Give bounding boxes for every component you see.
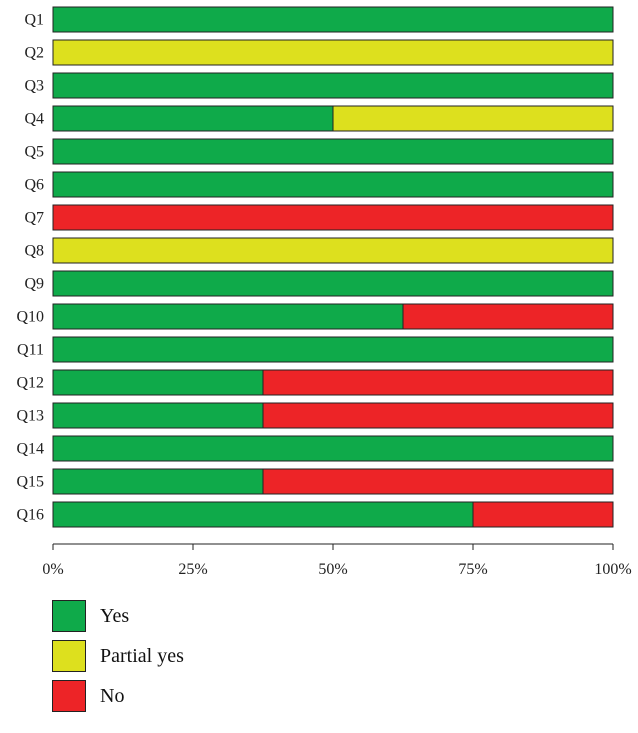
x-tick-label: 50% bbox=[318, 561, 347, 578]
category-label: Q12 bbox=[16, 375, 44, 392]
bar-segment bbox=[52, 402, 264, 429]
bar-segment bbox=[332, 105, 614, 132]
bar-segment bbox=[52, 468, 264, 495]
stacked-bar-chart: Q1Q2Q3Q4Q5Q6Q7Q8Q9Q10Q11Q12Q13Q14Q15Q16 … bbox=[16, 6, 632, 578]
legend-item-yes: Yes bbox=[52, 596, 184, 636]
bar-segment bbox=[262, 369, 614, 396]
bar-segment bbox=[52, 435, 614, 462]
bar-segment bbox=[262, 402, 614, 429]
x-tick-label: 0% bbox=[42, 561, 63, 578]
bar-segment bbox=[52, 138, 614, 165]
x-axis: 0% 25% 50% 75% 100% bbox=[42, 543, 632, 578]
legend: Yes Partial yes No bbox=[52, 596, 184, 716]
x-tick-label: 75% bbox=[458, 561, 487, 578]
category-label: Q8 bbox=[24, 243, 44, 260]
bar-segment bbox=[52, 303, 404, 330]
legend-item-partial-yes: Partial yes bbox=[52, 636, 184, 676]
bar-segment bbox=[52, 270, 614, 297]
bar-segment bbox=[52, 39, 614, 66]
category-label: Q7 bbox=[24, 210, 44, 227]
bar-segment bbox=[52, 369, 264, 396]
x-tick-label: 25% bbox=[178, 561, 207, 578]
category-label: Q15 bbox=[16, 474, 44, 491]
bar-segment bbox=[262, 468, 614, 495]
x-tick-label: 100% bbox=[594, 561, 631, 578]
legend-swatch-partial-yes bbox=[52, 640, 86, 672]
bar-segment bbox=[52, 6, 614, 33]
bar-segment bbox=[52, 204, 614, 231]
legend-swatch-no bbox=[52, 680, 86, 712]
legend-label-partial-yes: Partial yes bbox=[100, 644, 184, 667]
category-label: Q14 bbox=[16, 441, 44, 458]
category-label: Q9 bbox=[24, 276, 44, 293]
category-label: Q16 bbox=[16, 507, 44, 524]
legend-label-no: No bbox=[100, 684, 125, 707]
category-label: Q5 bbox=[24, 144, 44, 161]
bar-segment bbox=[52, 501, 474, 528]
bar-segment bbox=[52, 336, 614, 363]
category-label: Q6 bbox=[24, 177, 44, 194]
category-label: Q13 bbox=[16, 408, 44, 425]
category-label: Q11 bbox=[17, 342, 44, 359]
bar-segment bbox=[52, 105, 334, 132]
category-label: Q3 bbox=[24, 78, 44, 95]
category-labels: Q1 Q2 Q3 Q4 Q5 Q6 Q7 Q8 Q9 Q10 Q11 Q12 Q13 Q14 Q15 Q16 bbox=[16, 12, 44, 524]
bar-segment bbox=[472, 501, 614, 528]
category-label: Q10 bbox=[16, 309, 44, 326]
legend-label-yes: Yes bbox=[100, 604, 130, 627]
category-label: Q4 bbox=[24, 111, 44, 128]
legend-item-no: No bbox=[52, 676, 184, 716]
category-label: Q2 bbox=[24, 45, 44, 62]
bar-segment bbox=[52, 171, 614, 198]
category-label: Q1 bbox=[24, 12, 44, 29]
bar-segment bbox=[52, 237, 614, 264]
bars bbox=[52, 6, 614, 528]
bar-segment bbox=[52, 72, 614, 99]
legend-swatch-yes bbox=[52, 600, 86, 632]
bar-segment bbox=[402, 303, 614, 330]
